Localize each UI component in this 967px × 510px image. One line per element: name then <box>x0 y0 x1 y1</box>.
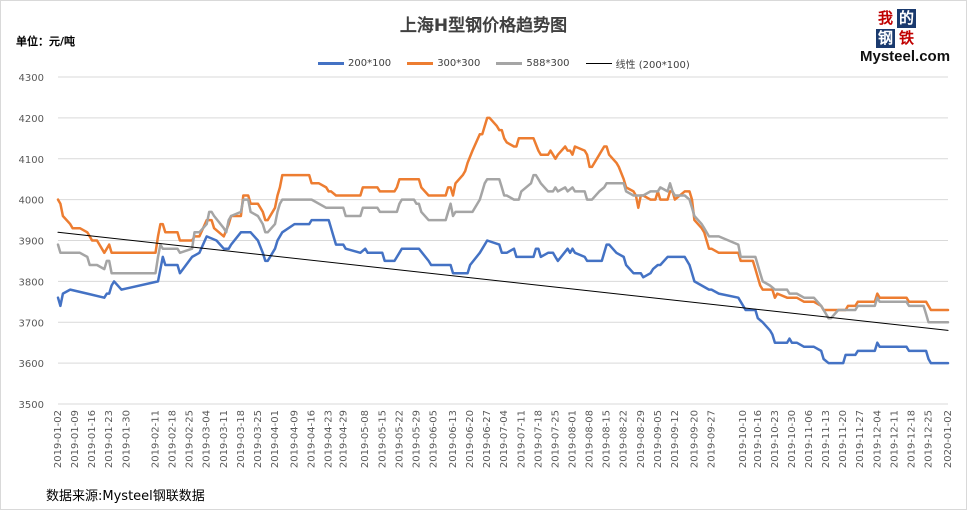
y-tick-label: 3700 <box>19 318 44 329</box>
series-line-2 <box>56 173 950 324</box>
x-tick-label: 2019-05-15 <box>377 410 388 468</box>
legend-item: 200*100 <box>318 58 391 69</box>
x-tick-label: 2019-12-04 <box>872 410 883 468</box>
legend-label: 线性 (200*100) <box>615 59 690 71</box>
logo-text: Mysteel.com <box>860 48 951 65</box>
x-tick-label: 2019-01-23 <box>104 410 115 468</box>
legend-swatch <box>318 61 344 65</box>
x-tick-label: 2019-03-11 <box>219 410 230 468</box>
series-line-1 <box>56 116 950 312</box>
legend-label: 300*300 <box>437 57 481 69</box>
x-tick-label: 2019-07-18 <box>533 410 544 468</box>
y-tick-label: 4200 <box>19 114 44 125</box>
x-tick-label: 2019-09-05 <box>653 410 664 468</box>
x-tick-label: 2019-03-25 <box>253 410 264 468</box>
logo-char: 铁 <box>898 29 914 47</box>
x-tick-label: 2020-01-02 <box>943 410 954 468</box>
x-tick-label: 2019-04-09 <box>290 410 301 468</box>
x-tick-label: 2019-07-11 <box>516 410 527 468</box>
x-tick-label: 2019-08-15 <box>602 410 613 468</box>
y-tick-label: 4300 <box>19 73 44 84</box>
x-tick-label: 2019-03-18 <box>236 410 247 468</box>
x-tick-label: 2019-08-22 <box>619 410 630 468</box>
x-tick-label: 2019-02-18 <box>168 410 179 468</box>
logo-char: 钢 <box>876 29 895 48</box>
x-tick-label: 2019-02-25 <box>185 410 196 468</box>
x-tick-label: 2019-09-27 <box>706 410 717 468</box>
x-tick-label: 2019-01-09 <box>70 410 81 468</box>
y-tick-label: 3600 <box>19 359 44 370</box>
x-tick-label: 2019-10-23 <box>770 410 781 468</box>
x-tick-label: 2019-01-16 <box>87 410 98 468</box>
legend-swatch <box>407 61 434 65</box>
y-tick-label: 3900 <box>19 237 44 248</box>
y-tick-label: 3800 <box>19 277 44 288</box>
unit-label: 单位：元/吨 <box>16 35 76 48</box>
x-tick-label: 2019-11-06 <box>804 410 815 468</box>
x-tick-label: 2019-11-13 <box>821 410 832 468</box>
legend-item: 300*300 <box>407 58 480 69</box>
y-tick-label: 4000 <box>19 196 44 207</box>
x-tick-label: 2019-04-16 <box>307 410 318 468</box>
x-tick-label: 2019-11-27 <box>855 410 866 468</box>
chart-title: 上海H型钢价格趋势图 <box>399 16 568 36</box>
x-tick-label: 2019-06-27 <box>482 410 493 468</box>
legend-item: 线性 (200*100) <box>585 56 690 71</box>
y-tick-label: 3500 <box>19 400 44 411</box>
x-tick-label: 2019-04-01 <box>270 410 281 468</box>
x-tick-label: 2019-09-12 <box>670 410 681 468</box>
x-tick-label: 2019-06-05 <box>429 410 440 468</box>
x-tick-label: 2019-09-20 <box>689 410 700 468</box>
x-tick-label: 2019-11-20 <box>838 410 849 468</box>
x-tick-label: 2019-12-25 <box>923 410 934 468</box>
source-label: 数据来源:Mysteel钢联数据 <box>46 489 205 504</box>
trendline <box>57 231 949 331</box>
legend-label: 200*100 <box>348 57 392 69</box>
mysteel-logo: 我 的 钢 铁 Mysteel.com <box>860 8 950 66</box>
x-tick-label: 2019-05-22 <box>394 410 405 468</box>
legend-swatch <box>496 61 523 65</box>
legend: 200*100 300*300 588*300 线性 (200*100) <box>318 56 690 71</box>
legend-label: 588*300 <box>526 57 570 69</box>
x-tick-label: 2019-04-23 <box>324 410 335 468</box>
x-tick-label: 2019-04-29 <box>338 410 349 468</box>
x-tick-label: 2019-10-10 <box>738 410 749 468</box>
logo-char: 我 <box>877 9 893 27</box>
x-tick-label: 2019-08-29 <box>636 410 647 468</box>
legend-item: 588*300 <box>496 57 570 69</box>
x-tick-label: 2019-06-13 <box>448 410 459 468</box>
x-tick-label: 2019-01-30 <box>121 410 132 468</box>
x-tick-label: 2019-05-08 <box>360 410 371 468</box>
x-tick-label: 2019-08-01 <box>567 410 578 468</box>
x-tick-label: 2019-12-18 <box>906 410 917 468</box>
logo-char: 的 <box>897 9 916 28</box>
x-tick-label: 2019-10-16 <box>753 410 764 468</box>
x-tick-label: 2019-08-08 <box>585 410 596 468</box>
x-tick-label: 2019-07-25 <box>550 410 561 468</box>
x-tick-label: 2019-12-11 <box>889 410 900 468</box>
x-tick-label: 2019-05-29 <box>411 410 422 468</box>
y-tick-label: 4100 <box>19 155 44 166</box>
x-tick-label: 2019-07-04 <box>499 410 510 468</box>
x-tick-label: 2019-02-11 <box>151 410 162 468</box>
x-tick-label: 2019-01-02 <box>53 410 64 468</box>
x-tick-label: 2019-06-20 <box>465 410 476 468</box>
x-tick-label: 2019-10-30 <box>787 410 798 468</box>
x-tick-label: 2019-03-04 <box>202 410 213 468</box>
legend-swatch <box>585 62 612 64</box>
series-line-0 <box>56 218 950 365</box>
